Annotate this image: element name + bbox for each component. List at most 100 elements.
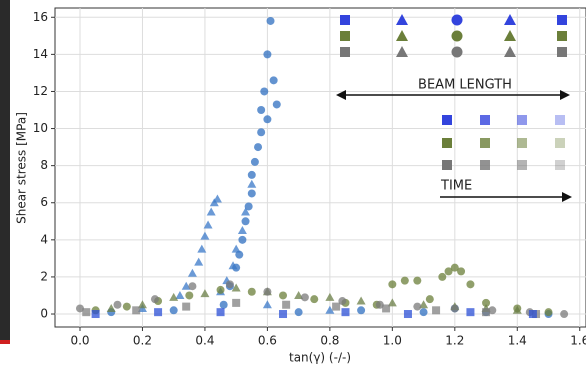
point: [216, 285, 225, 294]
annotation: TIME: [440, 179, 472, 194]
point: [169, 292, 179, 301]
y-tick-label: 2: [40, 269, 48, 283]
y-tick-label: 8: [40, 158, 48, 172]
point: [266, 16, 275, 25]
point: [181, 281, 191, 290]
point: [254, 143, 263, 152]
point: [263, 115, 272, 124]
point: [387, 298, 397, 307]
legend-marker: [555, 138, 565, 148]
point: [300, 293, 309, 302]
point: [250, 157, 259, 166]
point: [228, 261, 238, 270]
legend-marker: [504, 14, 516, 25]
legend-marker: [557, 15, 567, 25]
point: [137, 300, 147, 309]
point: [419, 308, 428, 317]
point: [528, 310, 537, 319]
legend-marker: [504, 30, 516, 41]
point: [413, 276, 422, 285]
point: [200, 231, 210, 240]
legend-marker: [480, 160, 490, 170]
y-tick-label: 14: [33, 47, 48, 61]
point: [560, 310, 569, 319]
point: [185, 291, 194, 300]
y-tick-label: 10: [33, 121, 48, 135]
point: [294, 308, 303, 317]
point: [244, 202, 253, 211]
point: [257, 106, 266, 115]
point: [212, 194, 222, 203]
grid: 0 2 4 6 8 10 12 14 16 0.0 0.2 0.4 0.6 0.8 1.0 1.2 1.4 1.6: [33, 8, 586, 348]
point: [294, 290, 304, 299]
point: [356, 296, 366, 305]
x-tick-label: 0.8: [320, 334, 339, 348]
y-tick-label: 0: [40, 307, 48, 321]
x-tick-label: 1.4: [508, 334, 527, 348]
point: [282, 300, 291, 309]
point: [279, 291, 288, 300]
legend-marker: [517, 160, 527, 170]
point: [263, 50, 272, 59]
legend-marker: [451, 30, 463, 42]
point: [332, 302, 341, 311]
legend-marker: [504, 46, 516, 57]
legend-marker: [442, 160, 452, 170]
point: [457, 267, 466, 276]
legend-marker: [517, 138, 527, 148]
x-axis-label: tan(γ) (-/-): [289, 351, 351, 365]
point: [262, 300, 272, 309]
point: [241, 217, 250, 226]
point: [382, 304, 391, 313]
point: [232, 298, 241, 307]
point: [122, 302, 131, 311]
point: [269, 76, 278, 85]
point: [247, 170, 256, 179]
point: [263, 287, 272, 296]
point: [482, 308, 491, 317]
y-tick-label: 16: [33, 10, 48, 24]
point: [187, 268, 197, 277]
y-tick-label: 6: [40, 195, 48, 209]
legend-marker: [442, 115, 452, 125]
legend-marker: [340, 15, 350, 25]
point: [150, 295, 159, 304]
point: [82, 308, 91, 317]
point: [279, 310, 288, 319]
y-axis-label: Shear stress [MPa]: [15, 112, 29, 224]
point: [325, 305, 335, 314]
point: [235, 250, 244, 259]
point: [310, 295, 319, 304]
point: [238, 235, 247, 244]
x-tick-label: 0.6: [258, 334, 277, 348]
points: [75, 16, 569, 319]
legend-marker: [451, 14, 463, 26]
point: [247, 179, 257, 188]
legend-marker: [557, 47, 567, 57]
photo-mark: [0, 340, 10, 344]
x-tick-label: 0.4: [195, 334, 214, 348]
point: [182, 302, 191, 311]
point: [400, 276, 409, 285]
point: [444, 267, 453, 276]
point: [169, 306, 178, 315]
y-tick-label: 12: [33, 84, 48, 98]
point: [388, 280, 397, 289]
annotation: BEAM LENGTH: [418, 78, 512, 93]
point: [432, 306, 441, 315]
point: [338, 297, 347, 306]
point: [113, 300, 122, 309]
point: [247, 287, 256, 296]
arrow-head: [560, 90, 570, 100]
legend-marker: [555, 115, 565, 125]
point: [482, 298, 491, 307]
point: [132, 306, 141, 315]
legend-marker: [396, 46, 408, 57]
point: [438, 272, 447, 281]
point: [247, 189, 256, 198]
point: [488, 306, 497, 315]
point: [197, 244, 207, 253]
point: [419, 300, 429, 309]
point: [75, 304, 84, 313]
point: [237, 226, 247, 235]
